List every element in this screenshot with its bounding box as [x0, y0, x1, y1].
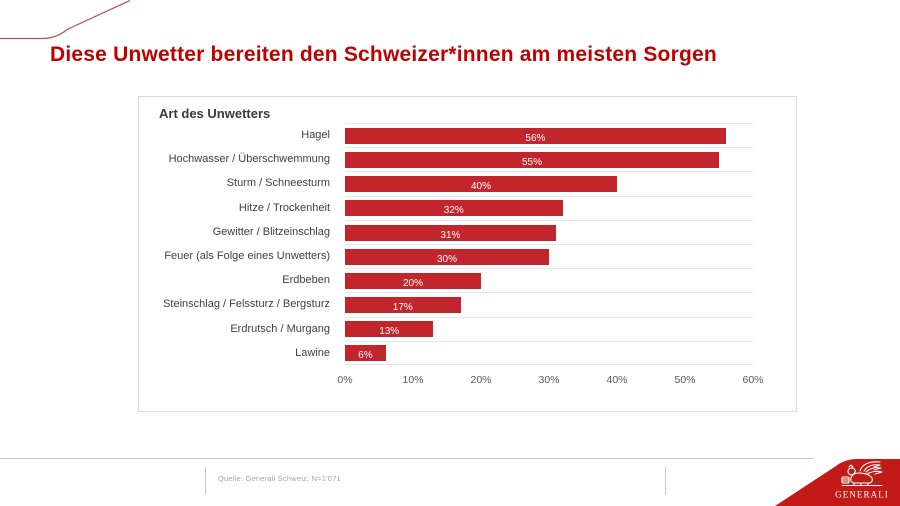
chart-row: Erdbeben 20% — [139, 268, 796, 292]
bar-value-label: 40% — [470, 181, 491, 193]
bar-track: 30% — [345, 243, 753, 268]
corner-swoosh-line — [0, 0, 131, 40]
bar-value-label: 56% — [525, 132, 546, 144]
category-label: Hagel — [301, 129, 330, 141]
bar: 40% — [345, 176, 617, 193]
chart-row: Erdrutsch / Murgang 13% — [139, 316, 796, 341]
bar: 31% — [345, 224, 556, 241]
bar: 30% — [345, 248, 549, 265]
x-axis-tick-label: 60% — [742, 374, 764, 386]
bar: 32% — [345, 200, 563, 217]
category-label: Lawine — [295, 346, 330, 359]
bar: 6% — [345, 345, 386, 362]
generali-logo: GENERALI — [775, 459, 900, 506]
chart-row: Gewitter / Blitzeinschlag 31% — [139, 219, 796, 244]
bar-track: 6% — [345, 340, 753, 365]
x-axis-tick-label: 50% — [674, 374, 696, 386]
bar: 56% — [345, 127, 726, 144]
chart-row: Lawine 6% — [139, 340, 796, 365]
bar-chart: Art des Unwetters Hagel 56% Hochwasser / Ü… — [138, 96, 797, 412]
bar-track: 17% — [345, 292, 753, 316]
bar-value-label: 20% — [402, 277, 423, 289]
bar-track: 32% — [345, 195, 753, 220]
bar-value-label: 31% — [440, 229, 461, 241]
bar: 17% — [345, 297, 461, 314]
x-axis-tick-label: 40% — [606, 374, 628, 386]
footer-divider-right — [665, 467, 666, 495]
bar: 13% — [345, 321, 434, 338]
bar-value-label: 6% — [358, 350, 373, 362]
chart-row: Feuer (als Folge eines Unwetters) 30% — [139, 243, 796, 268]
footer-rule — [0, 458, 813, 459]
category-label: Hitze / Trockenheit — [238, 201, 330, 214]
x-axis-tick-label: 0% — [337, 374, 353, 386]
bar-value-label: 17% — [392, 302, 413, 314]
category-label: Feuer (als Folge eines Unwetters) — [164, 249, 330, 262]
bar-track: 40% — [345, 171, 753, 195]
chart-row: Sturm / Schneesturm 40% — [139, 171, 796, 195]
bar: 55% — [345, 151, 719, 168]
category-label: Erdrutsch / Murgang — [230, 322, 330, 335]
bar-value-label: 13% — [379, 326, 400, 338]
bar-track: 56% — [345, 123, 753, 147]
chart-title: Art des Unwetters — [159, 106, 271, 121]
logo-red-corner — [775, 459, 900, 506]
x-axis-tick-label: 10% — [402, 374, 424, 386]
logo-wordmark: GENERALI — [835, 490, 889, 500]
bar-value-label: 55% — [521, 156, 542, 168]
bar-track: 13% — [345, 316, 753, 341]
category-label: Gewitter / Blitzeinschlag — [212, 225, 330, 238]
category-label: Hochwasser / Überschwemmung — [168, 153, 330, 166]
bar-track: 31% — [345, 219, 753, 244]
x-axis: 0% 10% 20% 30% 40% 50% 60% — [337, 374, 763, 388]
footer-divider-left — [205, 467, 206, 495]
bar-track: 55% — [345, 147, 753, 171]
chart-row: Hitze / Trockenheit 32% — [139, 195, 796, 220]
chart-plot-area: Hagel 56% Hochwasser / Überschwemmung 55% St… — [139, 123, 796, 365]
x-axis-tick-label: 20% — [470, 374, 492, 386]
category-label: Erdbeben — [282, 274, 330, 287]
source-note: Quelle: Generali Schweiz, N=1'071 — [218, 474, 341, 483]
bar-track: 20% — [345, 268, 753, 292]
category-label: Sturm / Schneesturm — [226, 177, 330, 190]
chart-row: Hochwasser / Überschwemmung 55% — [139, 147, 796, 171]
x-axis-tick-label: 30% — [538, 374, 560, 386]
bar-value-label: 30% — [436, 253, 457, 265]
category-label: Steinschlag / Felssturz / Bergsturz — [163, 298, 330, 311]
chart-row: Hagel 56% — [139, 123, 796, 147]
winged-lion-icon — [841, 461, 883, 486]
slide-title: Diese Unwetter bereiten den Schweizer*in… — [50, 43, 717, 66]
bar: 20% — [345, 272, 481, 289]
chart-row: Steinschlag / Felssturz / Bergsturz 17% — [139, 292, 796, 316]
bar-value-label: 32% — [443, 205, 464, 217]
